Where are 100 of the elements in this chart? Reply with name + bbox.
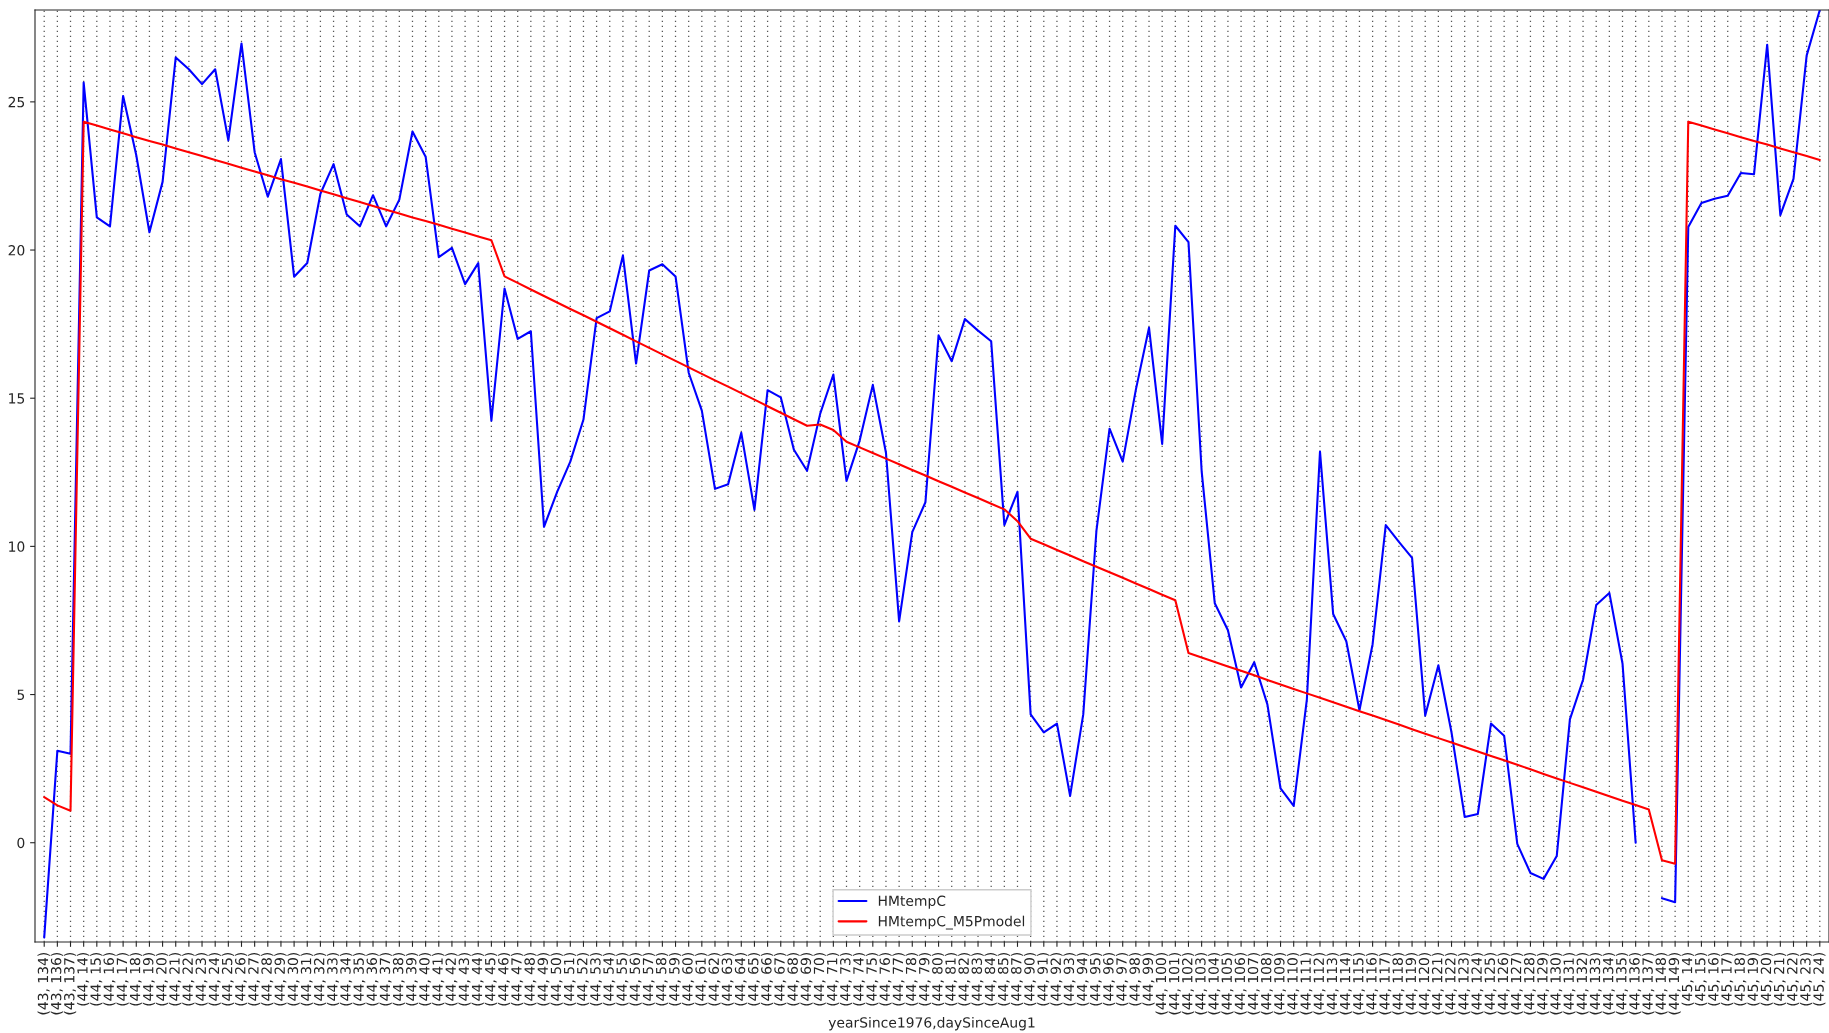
x-tick-label: (44, 74) [852, 952, 866, 1006]
x-tick-label: (44, 133) [1589, 952, 1602, 1015]
x-tick-label: (44, 26) [234, 952, 248, 1006]
x-tick-label: (45, 24) [1813, 952, 1826, 1006]
y-tick-label: 15 [9, 393, 25, 404]
x-tick-label: (44, 37) [379, 952, 392, 1006]
x-tick-label: (44, 107) [1247, 952, 1260, 1015]
x-tick-label: (44, 111) [1300, 952, 1313, 1015]
x-tick-label: (45, 15) [1694, 952, 1708, 1006]
y-tick-label: 5 [17, 689, 25, 701]
x-tick-label: (44, 20) [155, 952, 169, 1006]
y-tick-label: 20 [8, 245, 25, 256]
x-tick-label: (44, 15) [90, 952, 103, 1006]
x-tick-label: (44, 106) [1234, 952, 1247, 1015]
x-tick-label: (44, 96) [1102, 952, 1116, 1006]
x-tick-label: (44, 83) [971, 952, 984, 1006]
x-tick-label: (44, 80) [931, 952, 945, 1006]
x-tick-label: (44, 42) [445, 952, 458, 1006]
x-tick-label: (44, 50) [550, 952, 563, 1006]
y-tick-label: 0 [17, 837, 25, 849]
x-tick-label: (44, 45) [484, 952, 498, 1006]
x-tick-label: (44, 43) [458, 952, 471, 1006]
x-tick-label: (44, 46) [497, 952, 511, 1006]
x-tick-label: (44, 117) [1379, 952, 1392, 1015]
x-tick-label: (44, 76) [879, 952, 892, 1006]
x-tick-label: (44, 55) [616, 952, 629, 1006]
x-tick-label: (44, 116) [1365, 952, 1379, 1015]
x-tick-label: (43, 137) [63, 952, 77, 1015]
x-tick-label: (45, 18) [1734, 952, 1747, 1006]
x-tick-label: (44, 67) [774, 952, 787, 1006]
x-tick-label: (44, 77) [892, 952, 905, 1006]
x-tick-label: (44, 134) [1602, 952, 1616, 1015]
x-axis-title: yearSince1976,daySinceAug1 [828, 1016, 1035, 1031]
x-tick-label: (44, 34) [340, 952, 353, 1006]
x-tick-label: (44, 114) [1339, 952, 1352, 1015]
x-tick-label: (44, 93) [1063, 952, 1076, 1006]
x-tick-label: (44, 17) [116, 952, 129, 1006]
x-tick-label: (44, 60) [681, 952, 695, 1006]
x-tick-label: (44, 82) [958, 952, 971, 1006]
x-tick-label: (44, 127) [1510, 952, 1523, 1015]
x-tick-label: (44, 97) [1116, 952, 1129, 1006]
x-tick-label: (44, 98) [1129, 952, 1142, 1006]
x-tick-label: (45, 20) [1760, 952, 1773, 1006]
x-tick-label: (44, 122) [1444, 952, 1458, 1015]
x-tick-label: (44, 125) [1484, 952, 1497, 1015]
x-tick-label: (44, 62) [708, 952, 721, 1006]
x-tick-label: (44, 70) [813, 952, 826, 1006]
x-tick-label: (44, 94) [1076, 952, 1089, 1006]
x-tick-label: (44, 39) [405, 952, 419, 1006]
line-series [43, 120, 1821, 865]
x-tick-label: (44, 148) [1655, 952, 1668, 1015]
x-tick-label: (44, 128) [1523, 952, 1537, 1015]
x-tick-label: (44, 51) [563, 952, 576, 1006]
x-tick-label: (44, 81) [945, 952, 958, 1006]
x-tick-label: (44, 28) [261, 952, 274, 1006]
x-tick-label: (44, 57) [642, 952, 655, 1006]
x-tick-label: (44, 65) [747, 952, 761, 1006]
x-tick-label: (44, 36) [366, 952, 379, 1006]
y-tick-label: 10 [9, 541, 25, 552]
x-tick-label: (44, 126) [1497, 952, 1510, 1015]
x-tick-label: (44, 79) [918, 952, 932, 1006]
x-tick-label: (44, 102) [1181, 952, 1195, 1015]
x-tick-label: (44, 14) [76, 952, 90, 1006]
x-tick-label: (44, 115) [1352, 952, 1366, 1015]
x-tick-label: (44, 90) [1023, 952, 1037, 1006]
x-tick-label: (44, 54) [603, 952, 616, 1006]
x-tick-label: (44, 48) [524, 952, 537, 1006]
x-tick-label: (44, 113) [1326, 952, 1339, 1015]
x-tick-label: (44, 95) [1089, 952, 1103, 1006]
x-tick-label: (45, 16) [1707, 952, 1721, 1006]
x-tick-label: (44, 33) [326, 952, 340, 1006]
x-tick-label: (44, 136) [1628, 952, 1642, 1015]
x-tick-label: (44, 78) [905, 952, 918, 1006]
x-tick-label: (43, 136) [50, 952, 64, 1015]
x-tick-label: (44, 85) [997, 952, 1010, 1006]
x-tick-label: (44, 41) [432, 952, 445, 1006]
x-tick-label: (45, 22) [1786, 952, 1800, 1006]
x-tick-label: (43, 134) [37, 952, 50, 1015]
x-tick-label: (44, 19) [142, 952, 156, 1006]
x-tick-label: (44, 27) [247, 952, 261, 1006]
x-tick-label: (44, 132) [1576, 952, 1589, 1015]
x-tick-label: (44, 124) [1471, 952, 1484, 1015]
x-tick-label: (44, 69) [800, 952, 813, 1006]
x-tick-label: (44, 131) [1563, 952, 1576, 1015]
x-tick-label: (44, 91) [1037, 952, 1050, 1006]
x-tick-label: (44, 29) [274, 952, 287, 1006]
x-tick-label: (44, 25) [221, 952, 235, 1006]
x-tick-label: (45, 17) [1721, 952, 1734, 1006]
x-tick-label: (44, 32) [313, 952, 327, 1006]
y-tick-label: 25 [8, 96, 25, 108]
x-tick-label: (44, 103) [1194, 952, 1208, 1015]
x-tick-label: (44, 18) [129, 952, 142, 1006]
x-tick-label: (44, 101) [1168, 952, 1181, 1015]
x-tick-label: (44, 52) [576, 952, 590, 1006]
x-tick-label: (44, 49) [537, 952, 550, 1006]
x-tick-label: (44, 119) [1405, 952, 1418, 1015]
x-tick-label: (44, 121) [1431, 952, 1445, 1015]
x-tick-label: (44, 73) [839, 952, 853, 1006]
x-tick-label: (44, 123) [1457, 952, 1471, 1015]
x-tick-label: (44, 118) [1392, 952, 1405, 1015]
